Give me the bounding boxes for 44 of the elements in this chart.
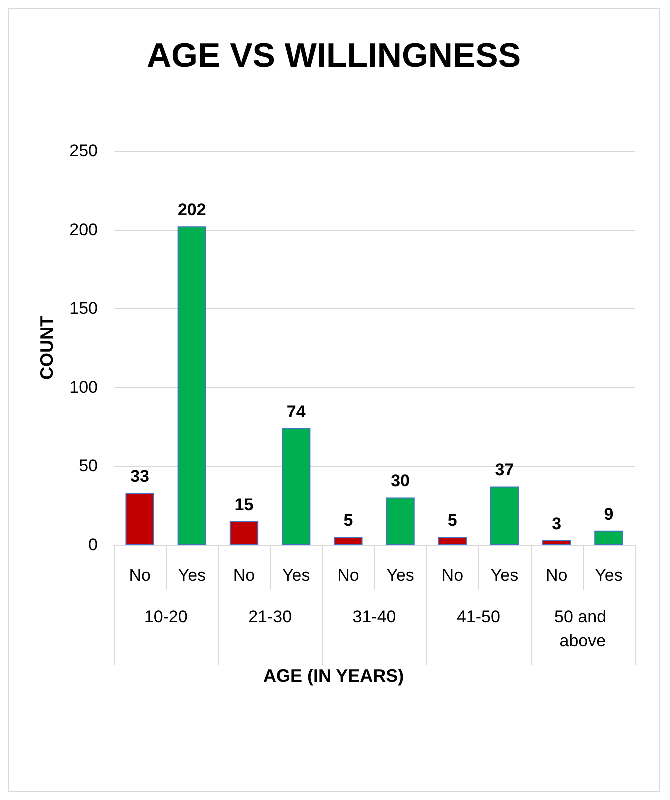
x-tick-label: Yes <box>386 566 414 585</box>
y-tick-label: 200 <box>70 220 98 240</box>
bar <box>594 530 624 545</box>
text: 41-50 <box>456 608 500 626</box>
bar <box>438 537 467 545</box>
y-axis-title: COUNT <box>37 316 57 380</box>
x-tick-label: No <box>442 566 464 585</box>
bar <box>490 486 520 545</box>
text: 31-40 <box>352 608 396 626</box>
bar <box>386 498 415 545</box>
y-tick-label: 0 <box>88 536 98 554</box>
text: 21-30 <box>248 608 292 626</box>
y-tick-label: 100 <box>70 378 98 397</box>
x-tick-label: Yes <box>282 566 310 585</box>
y-tick-label: 150 <box>70 299 98 318</box>
data-label: 37 <box>495 460 514 480</box>
x-tick-label: No <box>233 566 256 585</box>
bar <box>126 492 154 545</box>
data-label: 30 <box>391 472 410 491</box>
text: 10-20 <box>144 608 188 626</box>
data-label: 202 <box>178 200 206 220</box>
bar <box>334 537 363 545</box>
chart-title: AGE VS WILLINGNESS <box>146 37 522 75</box>
data-label: 33 <box>130 466 150 486</box>
data-label: 74 <box>286 402 306 422</box>
y-tick-label: 250 <box>70 142 98 160</box>
x-tick-label: Yes <box>595 566 623 585</box>
x-tick-label: No <box>129 566 151 585</box>
data-label: 3 <box>552 514 562 534</box>
bar <box>282 428 311 545</box>
y-tick-label: 50 <box>79 456 98 476</box>
data-label: 5 <box>344 511 354 530</box>
x-tick-label: No <box>546 566 568 585</box>
x-tick-label: No <box>338 566 360 585</box>
bar <box>230 521 259 545</box>
x-tick-label: Yes <box>490 566 519 585</box>
data-label: 5 <box>448 511 458 530</box>
text: 50 and above <box>554 608 612 650</box>
data-label: 15 <box>234 495 254 514</box>
bar <box>542 540 572 545</box>
bar <box>178 226 206 545</box>
x-axis-title: AGE (IN YEARS) <box>263 666 404 686</box>
x-tick-label: Yes <box>178 566 206 585</box>
data-label: 9 <box>604 504 614 524</box>
